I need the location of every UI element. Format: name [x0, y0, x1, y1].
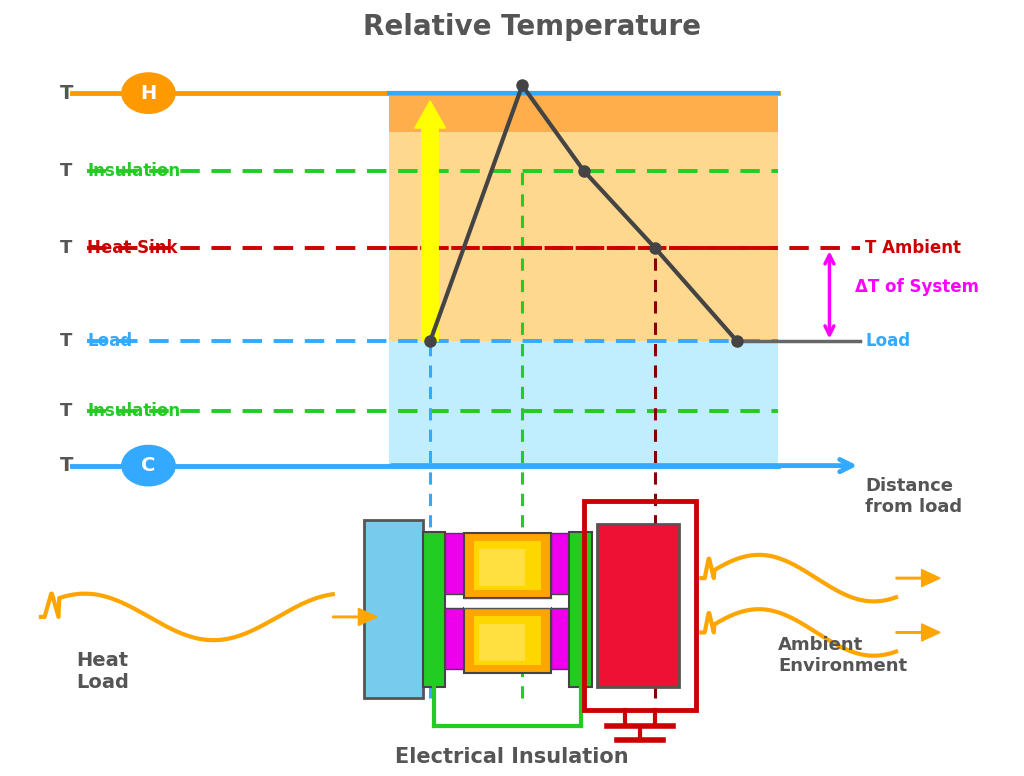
Text: T: T [60, 161, 73, 180]
Text: T: T [60, 332, 73, 351]
Bar [389, 93, 778, 132]
Text: T: T [60, 239, 73, 258]
FancyArrow shape [896, 570, 940, 587]
Bar [423, 532, 445, 687]
Text: T: T [60, 402, 73, 421]
Text: T Ambient: T Ambient [865, 239, 962, 258]
FancyArrow shape [333, 608, 377, 625]
Text: ΔT of System: ΔT of System [855, 278, 979, 296]
Text: Insulation: Insulation [87, 402, 180, 421]
Bar [569, 532, 592, 687]
Bar [464, 598, 551, 608]
Bar [445, 533, 464, 594]
Text: Load: Load [87, 332, 132, 351]
Bar [364, 520, 423, 698]
Text: Relative Temperature: Relative Temperature [364, 13, 701, 41]
Text: C: C [141, 456, 156, 475]
Bar [551, 608, 569, 669]
Text: T: T [59, 84, 74, 102]
Bar [389, 93, 778, 341]
FancyArrow shape [415, 101, 445, 341]
Text: Electrical Insulation: Electrical Insulation [395, 747, 629, 767]
Bar [551, 533, 569, 594]
Text: T: T [59, 456, 74, 475]
Bar [389, 341, 778, 466]
Text: Heat Sink: Heat Sink [87, 239, 177, 258]
Bar [597, 524, 679, 687]
Bar [474, 541, 541, 590]
Text: Distance
from load: Distance from load [865, 477, 963, 516]
Bar [445, 608, 464, 669]
Text: Load: Load [865, 332, 910, 351]
Text: Ambient
Environment: Ambient Environment [778, 636, 907, 675]
Bar [464, 608, 551, 673]
Text: H: H [140, 84, 157, 102]
Bar [464, 533, 551, 598]
Text: Heat
Load: Heat Load [76, 651, 129, 691]
Circle shape [122, 445, 175, 486]
Text: Insulation: Insulation [87, 161, 180, 180]
FancyArrow shape [896, 624, 940, 641]
Circle shape [122, 73, 175, 113]
Bar [479, 624, 525, 661]
Bar [584, 501, 696, 710]
Bar [474, 616, 541, 665]
Bar [479, 549, 525, 586]
